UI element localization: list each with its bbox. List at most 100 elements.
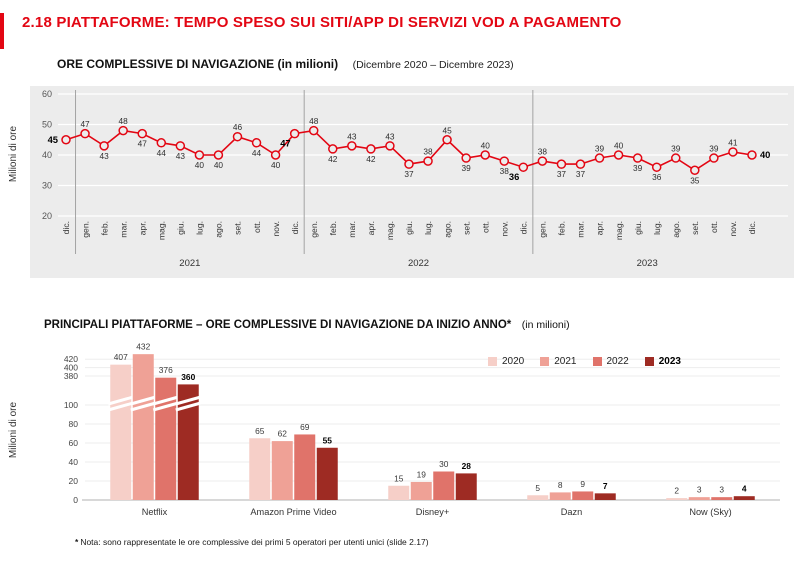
data-point-marker	[308, 125, 319, 136]
y-tick-label: 30	[42, 181, 52, 191]
bar-value-label: 28	[462, 461, 472, 471]
point-label: 38	[423, 147, 433, 157]
point-label: 37	[576, 169, 586, 179]
data-point-marker	[289, 128, 300, 139]
bar	[271, 441, 293, 500]
x-tick-label: nov.	[271, 221, 281, 237]
x-tick-label: dic.	[61, 221, 71, 234]
bar	[410, 481, 432, 500]
line-chart-subtitle: (Dicembre 2020 – Dicembre 2023)	[352, 59, 514, 71]
line-chart-area: 20 30 40 50 60 dic. gen. feb. mar. apr. mag. giu. lu…	[30, 86, 794, 278]
point-label: 36	[652, 172, 662, 182]
x-tick-label: apr.	[366, 221, 376, 235]
point-label: 37	[557, 169, 567, 179]
data-point-marker	[499, 156, 510, 166]
title-accent-bar	[0, 13, 4, 49]
line-chart: 20 30 40 50 60 dic. gen. feb. mar. apr. mag. giu. lu…	[42, 89, 788, 269]
point-label: 43	[347, 131, 357, 141]
y-tick-label: 420	[64, 354, 78, 364]
x-tick-label: nov.	[728, 221, 738, 237]
bar	[688, 497, 710, 500]
page-title: 2.18 PIATTAFORME: TEMPO SPESO SUI SITI/A…	[22, 14, 622, 31]
data-point-marker	[461, 153, 471, 163]
bar-value-label: 2	[674, 486, 679, 496]
y-tick-label: 40	[69, 457, 79, 467]
point-label: 44	[157, 148, 167, 158]
data-point-marker	[251, 138, 262, 148]
category-label: Now (Sky)	[689, 507, 731, 517]
data-point-marker	[537, 156, 548, 166]
data-point-marker	[613, 150, 624, 160]
bar-value-label: 15	[394, 473, 404, 483]
line-chart-y-axis-label: Milioni di ore	[8, 125, 19, 183]
bar-value-label: 3	[719, 485, 724, 495]
bar-value-label: 432	[136, 342, 150, 352]
point-label: 39	[671, 144, 681, 154]
bar-chart-title-suffix: (in milioni)	[521, 319, 570, 331]
category-label: Netflix	[142, 507, 168, 517]
x-tick-label: ott.	[252, 221, 262, 233]
x-tick-label: mar.	[118, 221, 128, 238]
point-label: 35	[690, 175, 700, 185]
point-label: 43	[99, 151, 109, 161]
bar	[316, 447, 338, 500]
data-point-marker	[80, 128, 90, 139]
bar	[572, 491, 594, 500]
bar-chart-header: PRINCIPALI PIATTAFORME – ORE COMPLESSIVE…	[44, 315, 570, 333]
axis-break-mark	[107, 401, 134, 412]
data-point-marker	[480, 150, 490, 160]
data-point-marker	[728, 147, 738, 157]
bar	[132, 354, 154, 500]
point-label: 47	[138, 139, 148, 149]
point-label: 45	[48, 134, 58, 145]
bar	[110, 364, 132, 500]
x-tick-label: gen.	[309, 221, 319, 238]
x-tick-label: mag.	[614, 221, 624, 240]
category-label: Disney+	[416, 507, 449, 517]
point-label: 39	[633, 163, 643, 173]
data-point-marker	[575, 159, 586, 169]
bar-chart-y-axis-label: Milioni di ore	[8, 401, 19, 459]
bar	[666, 498, 688, 500]
bar-value-label: 5	[535, 483, 540, 493]
bar-value-label: 9	[580, 479, 585, 489]
x-tick-label: apr.	[137, 221, 147, 235]
point-label: 47	[80, 119, 90, 129]
bar-value-label: 69	[300, 422, 310, 432]
x-tick-label: set.	[233, 221, 243, 235]
data-point-marker	[61, 135, 71, 145]
point-label: 40	[214, 160, 224, 170]
bar-value-label: 4	[742, 484, 747, 494]
x-tick-label: dic.	[519, 221, 529, 234]
x-tick-label: ago.	[671, 221, 681, 238]
legend-item-2023: 2023	[644, 356, 681, 367]
legend-swatch	[592, 357, 602, 366]
x-tick-label: dic.	[290, 221, 300, 234]
data-point-marker	[270, 150, 281, 160]
bar-value-label: 376	[159, 365, 173, 375]
data-point-marker	[156, 138, 167, 148]
x-tick-label: mar.	[576, 221, 586, 238]
x-tick-label: giu.	[633, 221, 643, 235]
data-point-marker	[232, 131, 243, 142]
footnote-text: Nota: sono rappresentate le ore compless…	[80, 537, 429, 547]
data-point-marker	[213, 150, 224, 160]
data-point-marker	[518, 162, 529, 172]
bar	[155, 377, 177, 500]
x-tick-label: giu.	[176, 221, 186, 235]
point-label: 44	[252, 148, 262, 158]
legend-label: 2021	[554, 356, 577, 367]
axis-break-mark	[152, 395, 179, 406]
axis-break-mark	[152, 401, 179, 412]
x-tick-label: gen.	[538, 221, 548, 238]
legend-label: 2022	[606, 356, 629, 367]
bar-chart-title: PRINCIPALI PIATTAFORME – ORE COMPLESSIVE…	[44, 319, 512, 331]
legend-swatch	[540, 357, 550, 366]
point-label: 40	[481, 141, 491, 151]
x-tick-label: apr.	[595, 221, 605, 235]
bar	[388, 485, 410, 500]
bar-value-label: 19	[417, 469, 427, 479]
x-tick-label: dic.	[747, 221, 757, 234]
